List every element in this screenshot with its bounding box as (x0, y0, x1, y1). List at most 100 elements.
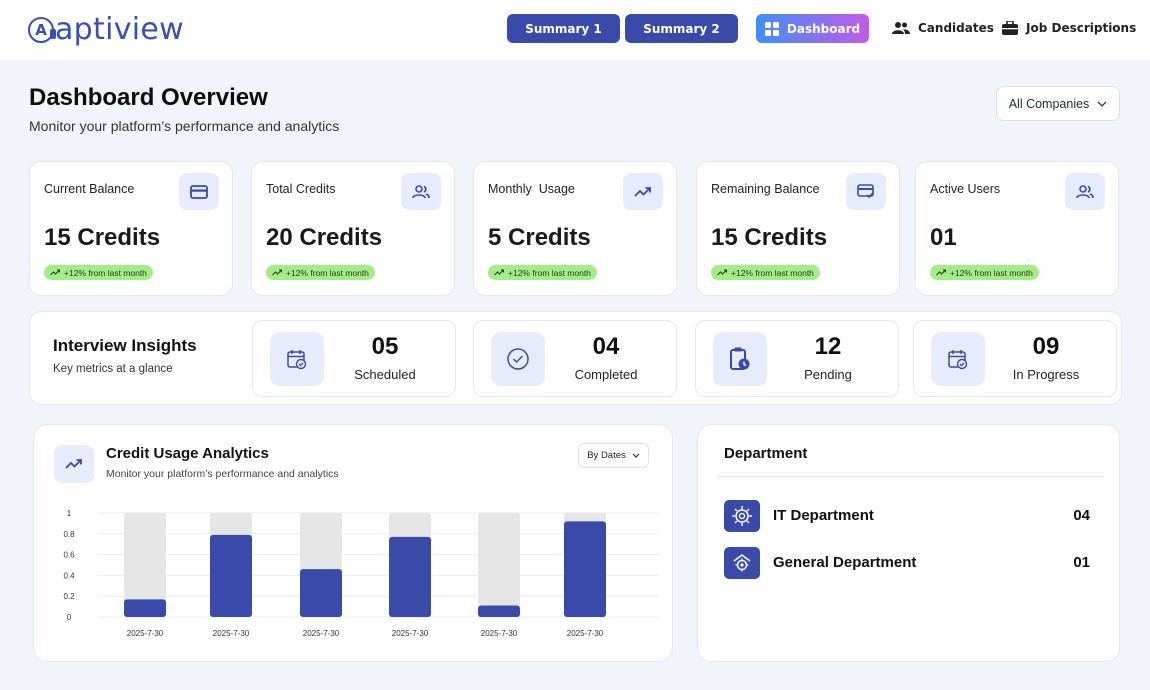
candidates-link[interactable]: Candidates (892, 18, 994, 38)
stat-value: 15 Credits (711, 224, 828, 251)
bar-track (124, 513, 166, 617)
metric-value: 04 (592, 333, 620, 360)
credit-usage-bar-chart: 0 0.2 0.4 0.6 0.8 1 2025-7-30 2025-7-30 2025-7-3… (63, 509, 659, 638)
candidates-label: Candidates (918, 21, 994, 35)
page-subtitle: Monitor your platform’s performance and … (29, 118, 340, 134)
bar[interactable] (389, 536, 431, 617)
calendar-check-icon (270, 332, 324, 386)
stat-label: Active Users (930, 182, 1001, 196)
chart-subtitle: Monitor your platform’s performance and … (106, 468, 339, 480)
y-tick-label: 0.2 (63, 592, 75, 601)
trending-up-icon (50, 269, 60, 276)
metric-label: In Progress (1012, 367, 1080, 382)
stat-card-active-users: Active Users 01 +12% from last month (915, 161, 1119, 296)
building-gear-icon (724, 547, 760, 579)
credit-usage-card: Credit Usage Analytics Monitor your plat… (33, 424, 673, 662)
bar[interactable] (210, 534, 252, 617)
summary-2-button[interactable]: Summary 2 (625, 14, 738, 43)
chevron-down-icon (1097, 101, 1107, 107)
logo-mark: A (28, 17, 56, 43)
y-tick-label: 0 (67, 613, 72, 622)
users-icon (892, 22, 910, 34)
trend-text: +12% from last month (950, 267, 1033, 278)
trending-up-icon (54, 445, 94, 483)
bar[interactable] (564, 521, 606, 617)
bar[interactable] (478, 605, 520, 617)
department-row-it[interactable]: IT Department 04 (724, 500, 1090, 532)
dashboard-grid-icon (764, 21, 779, 36)
stat-value: 15 Credits (44, 224, 161, 251)
users-icon (401, 173, 441, 210)
stat-card-total-credits: Total Credits 20 Credits +12% from last … (251, 161, 455, 296)
summary-1-button[interactable]: Summary 1 (507, 14, 620, 43)
metric-pending: 12 Pending (695, 320, 899, 397)
trend-text: +12% from last month (64, 267, 147, 278)
metric-label: Scheduled (354, 367, 416, 382)
date-filter-select[interactable]: By Dates (578, 443, 649, 468)
check-circle-icon (491, 332, 545, 386)
metric-value: 05 (371, 333, 399, 360)
company-filter-select[interactable]: All Companies (996, 86, 1120, 121)
dashboard-button[interactable]: Dashboard (756, 14, 869, 43)
company-filter-value: All Companies (1008, 96, 1090, 111)
metric-in-progress: 09 In Progress (913, 320, 1117, 397)
chevron-down-icon (632, 453, 640, 458)
insights-title: Interview Insights (53, 336, 197, 355)
department-card: Department IT Department 04 General Depa… (697, 424, 1120, 662)
metric-value: 09 (1032, 333, 1060, 360)
stat-card-remaining-balance: Remaining Balance 15 Credits +12% from l… (696, 161, 900, 296)
trend-text: +12% from last month (731, 267, 814, 278)
bar[interactable] (300, 569, 342, 617)
x-tick-label: 2025-7-30 (303, 629, 340, 638)
stat-card-current-balance: Current Balance 15 Credits +12% from las… (29, 161, 233, 296)
stat-value: 20 Credits (266, 224, 383, 251)
trending-up-icon (272, 269, 282, 276)
stat-value: 01 (930, 224, 957, 251)
divider (717, 476, 1105, 477)
bar[interactable] (124, 599, 166, 617)
stat-label: Remaining Balance (711, 182, 820, 196)
trend-badge: +12% from last month (266, 265, 375, 280)
stat-value: 5 Credits (488, 224, 591, 251)
stat-card-monthly-usage: Monthly Usage 5 Credits +12% from last m… (473, 161, 677, 296)
card-check-icon (846, 173, 886, 210)
trend-badge: +12% from last month (930, 265, 1039, 280)
dashboard-button-label: Dashboard (786, 21, 861, 36)
top-navbar: A aptiview Summary 1 Summary 2 Dashboard… (0, 0, 1150, 60)
metric-completed: 04 Completed (473, 320, 677, 397)
briefcase-icon (1002, 21, 1018, 35)
trend-badge: +12% from last month (44, 265, 153, 280)
trending-up-icon (717, 269, 727, 276)
metric-value: 12 (814, 333, 842, 360)
y-tick-label: 0.4 (63, 571, 75, 580)
insights-subtitle: Key metrics at a glance (53, 363, 173, 375)
department-count: 04 (1073, 507, 1090, 524)
trend-text: +12% from last month (286, 267, 369, 278)
logo[interactable]: A aptiview (28, 12, 184, 48)
x-tick-label: 2025-7-30 (392, 629, 429, 638)
department-name: General Department (773, 554, 917, 571)
department-count: 01 (1073, 554, 1090, 571)
x-tick-label: 2025-7-30 (127, 629, 164, 638)
clipboard-clock-icon (713, 332, 767, 386)
credit-card-icon (179, 173, 219, 210)
chip-gear-icon (724, 500, 760, 532)
y-tick-label: 1 (67, 509, 72, 518)
stat-label: Monthly Usage (488, 182, 575, 196)
metric-label: Pending (804, 367, 852, 382)
y-tick-label: 0.6 (63, 551, 75, 560)
job-descriptions-link[interactable]: Job Descriptions (1002, 18, 1136, 38)
bar-track (478, 513, 520, 617)
department-row-general[interactable]: General Department 01 (724, 547, 1090, 579)
trend-badge: +12% from last month (488, 265, 597, 280)
trending-up-icon (494, 269, 504, 276)
logo-text: aptiview (55, 12, 185, 47)
x-tick-label: 2025-7-30 (481, 629, 518, 638)
stat-label: Current Balance (44, 182, 135, 196)
page-title: Dashboard Overview (29, 84, 268, 111)
metric-label: Completed (574, 367, 638, 382)
users-icon (1065, 173, 1105, 210)
chart-title: Credit Usage Analytics (106, 445, 269, 462)
interview-insights-panel: Interview Insights Key metrics at a glan… (29, 311, 1122, 405)
date-filter-value: By Dates (587, 450, 626, 461)
